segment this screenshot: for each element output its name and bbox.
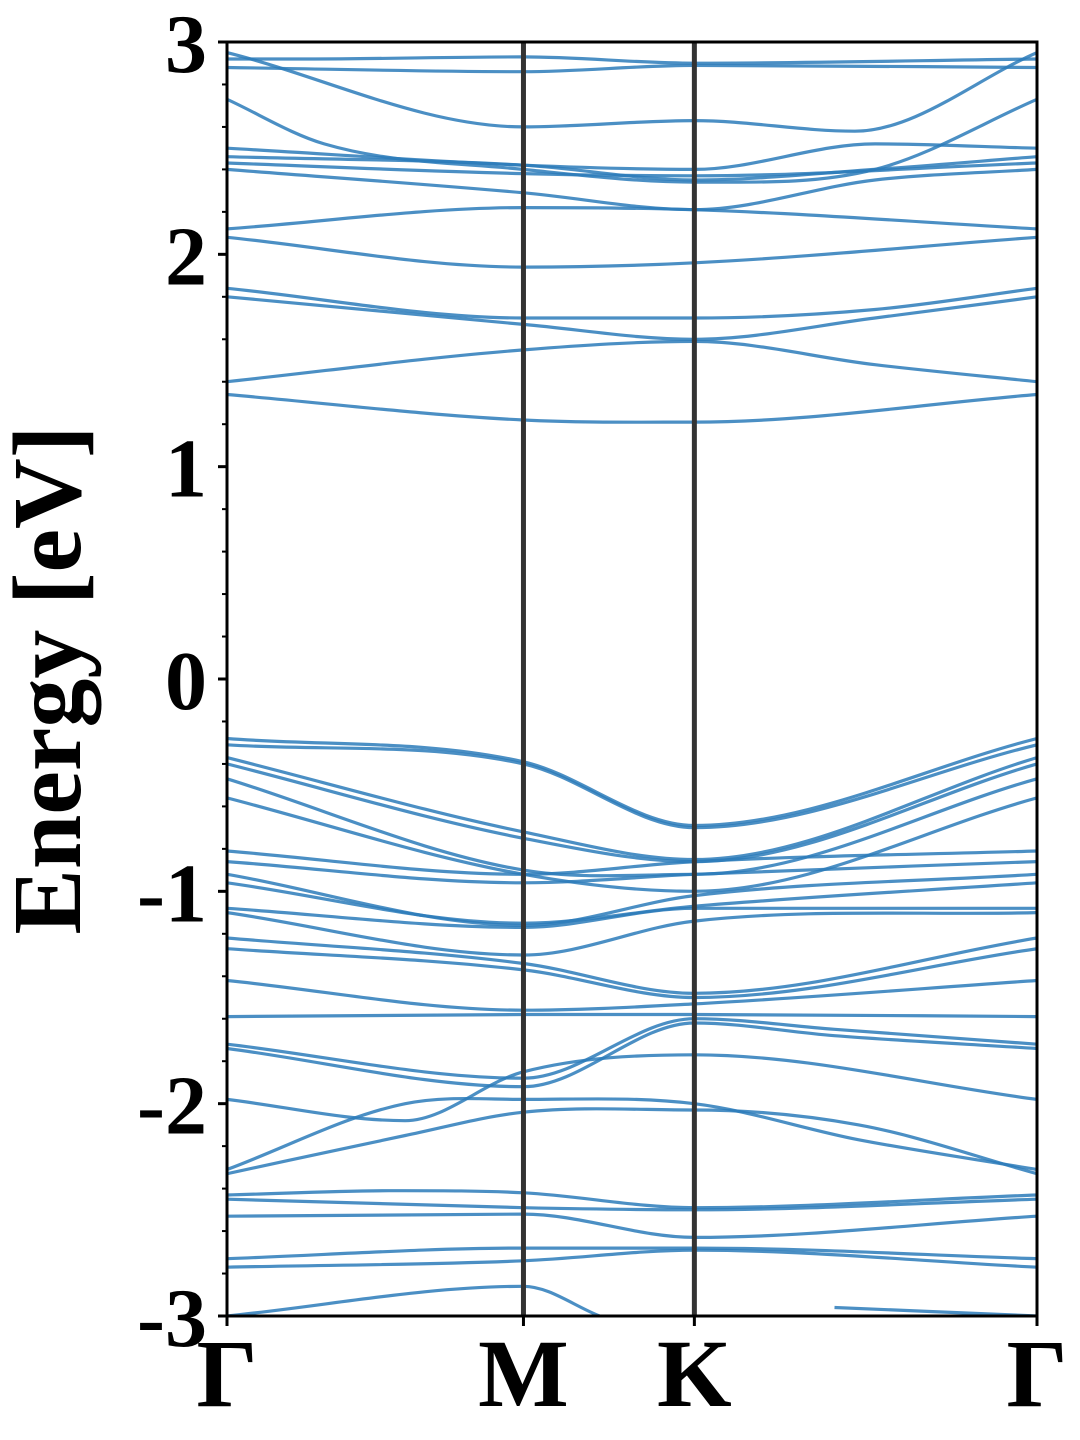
band-line-29 (227, 978, 1037, 1012)
band-line-17 (227, 756, 1037, 862)
band-line-28 (227, 947, 1037, 1000)
band-line-1 (227, 392, 1037, 424)
x-tick-label-K: K (657, 1320, 732, 1427)
band-line-14 (227, 55, 1037, 65)
band-line-19 (227, 777, 1037, 878)
band-line-11 (227, 97, 1037, 184)
y-axis-label: Energy [eV] (0, 426, 102, 935)
band-line-15 (227, 736, 1037, 828)
band-line-34 (227, 1096, 1037, 1172)
y-tick-label: 3 (165, 0, 207, 91)
band-line-7 (227, 167, 1037, 212)
band-line-13 (227, 63, 1037, 74)
band-line-2 (227, 339, 1037, 384)
y-tick-label: 1 (165, 423, 207, 516)
band-line-33 (227, 1053, 1037, 1123)
band-line-38 (227, 1212, 1037, 1240)
y-tick-label: 0 (165, 635, 207, 728)
band-line-40 (227, 1248, 1037, 1269)
band-line-4 (227, 286, 1037, 320)
band-line-6 (227, 205, 1037, 231)
band-line-27 (227, 936, 1037, 995)
band-line-36 (227, 1189, 1037, 1210)
band-line-21 (227, 849, 1037, 876)
band-line-30 (227, 1012, 1037, 1019)
band-line-37 (227, 1197, 1037, 1212)
band-line-26 (227, 911, 1037, 957)
x-tick-label-Γ: Γ (196, 1320, 257, 1427)
x-tick-label-Γ: Γ (1006, 1320, 1067, 1427)
band-line-39 (227, 1246, 1037, 1261)
band-line-25 (227, 906, 1037, 930)
band-line-18 (227, 762, 1037, 864)
y-tick-label: -1 (137, 847, 207, 940)
band-line-35 (227, 1107, 1037, 1176)
band-line-9 (227, 155, 1037, 182)
y-tick-label: -2 (137, 1060, 207, 1153)
y-axis-ticks: -3 -2 -1 0 1 2 3 (137, 0, 227, 1365)
x-tick-label-M: M (478, 1320, 569, 1427)
band-line-3 (227, 295, 1037, 341)
plot-frame (225, 40, 1039, 1318)
band-line-22 (227, 860, 1037, 885)
high-symmetry-lines (520, 42, 697, 1316)
band-line-31 (227, 1017, 1037, 1080)
band-line-32 (227, 1021, 1037, 1089)
band-line-12 (227, 51, 1037, 133)
y-tick-label: 2 (165, 210, 207, 303)
band-line-20 (227, 796, 1037, 893)
y-tick-label: -3 (137, 1272, 207, 1365)
band-lines (227, 51, 1037, 1316)
band-line-41 (227, 1284, 601, 1316)
band-line-16 (227, 743, 1037, 830)
band-line-23 (227, 872, 1037, 927)
band-line-5 (227, 235, 1037, 269)
